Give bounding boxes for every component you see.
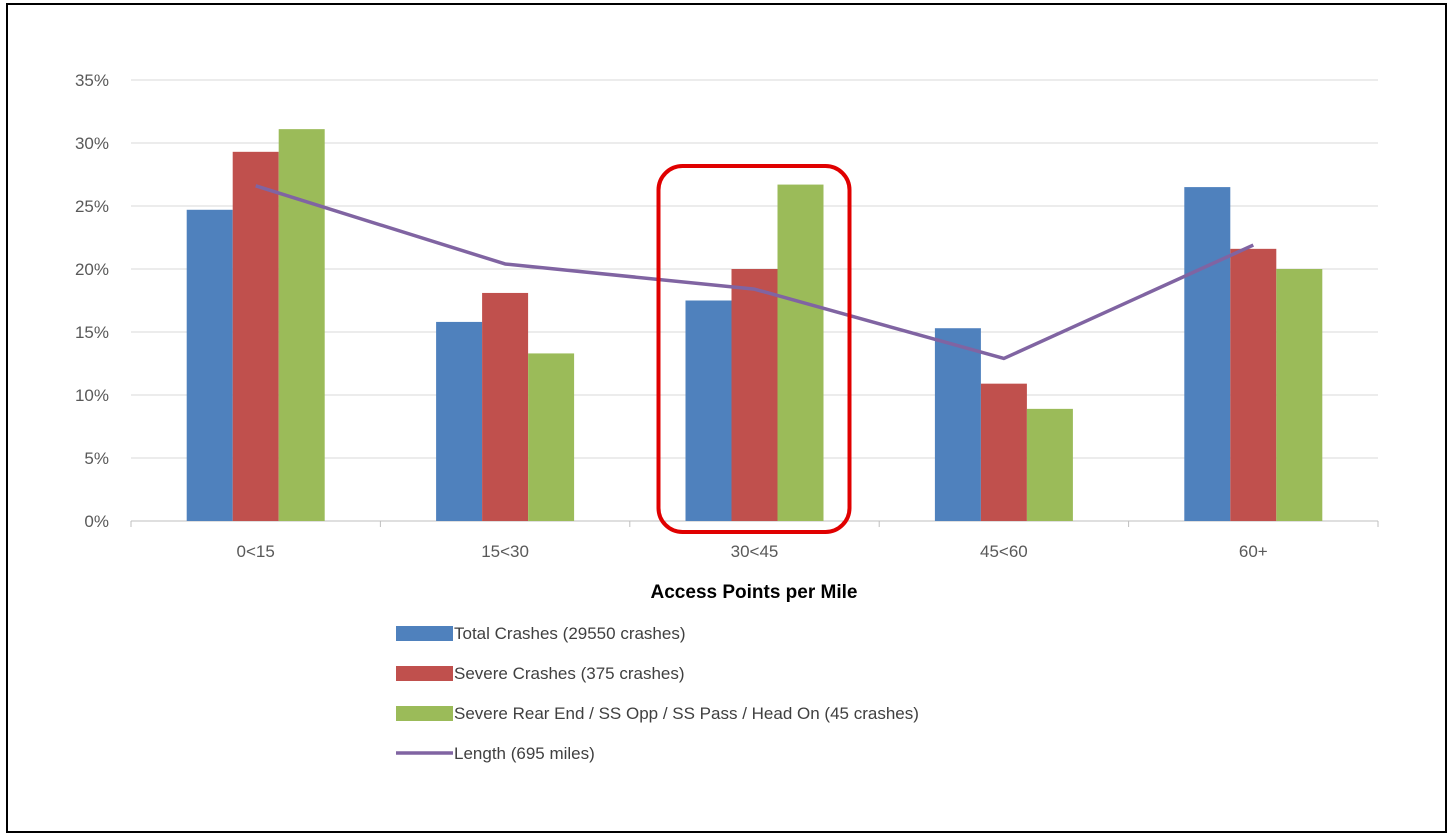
- bar: [1276, 269, 1323, 521]
- y-tick-label: 35%: [75, 71, 109, 90]
- y-axis-ticks: 0% 5% 10% 15% 20% 25% 30% 35%: [75, 71, 109, 531]
- legend-swatch: [396, 706, 453, 721]
- bar: [186, 209, 233, 521]
- bar: [528, 353, 575, 521]
- legend-label: Total Crashes (29550 crashes): [454, 624, 686, 643]
- legend-swatch: [396, 666, 453, 681]
- bar: [436, 321, 483, 521]
- legend-label: Length (695 miles): [454, 744, 595, 763]
- highlight-group: [656, 164, 852, 534]
- bar: [1026, 408, 1073, 521]
- y-tick-label: 0%: [84, 512, 109, 531]
- y-tick-label: 25%: [75, 197, 109, 216]
- y-tick-label: 10%: [75, 386, 109, 405]
- bars: [186, 129, 1323, 521]
- y-tick-label: 15%: [75, 323, 109, 342]
- legend: Total Crashes (29550 crashes) Severe Cras…: [396, 624, 919, 763]
- bar: [1230, 248, 1277, 521]
- bar: [980, 383, 1027, 521]
- legend-swatch: [396, 626, 453, 641]
- bar: [232, 151, 279, 521]
- line-series: [255, 184, 1255, 361]
- legend-label: Severe Crashes (375 crashes): [454, 664, 685, 683]
- highlight-box: [656, 164, 852, 534]
- bar: [278, 129, 325, 521]
- y-tick-label: 30%: [75, 134, 109, 153]
- gridlines: [131, 79, 1378, 459]
- x-tick-label: 0<15: [237, 542, 275, 561]
- bar: [1184, 187, 1231, 521]
- legend-label: Severe Rear End / SS Opp / SS Pass / Hea…: [454, 704, 919, 723]
- y-tick-label: 5%: [84, 449, 109, 468]
- x-tick-label: 60+: [1239, 542, 1268, 561]
- x-tick-label: 30<45: [731, 542, 779, 561]
- y-tick-label: 20%: [75, 260, 109, 279]
- x-axis: 0<15 15<30 30<45 45<60 60+: [130, 520, 1379, 561]
- x-axis-title: Access Points per Mile: [651, 582, 858, 603]
- bar: [685, 300, 732, 521]
- bar: [731, 269, 778, 521]
- bar: [482, 292, 529, 521]
- series-line: [255, 184, 1255, 361]
- x-tick-label: 15<30: [481, 542, 529, 561]
- x-tick-label: 45<60: [980, 542, 1028, 561]
- bar: [777, 184, 824, 521]
- bar: [934, 328, 981, 521]
